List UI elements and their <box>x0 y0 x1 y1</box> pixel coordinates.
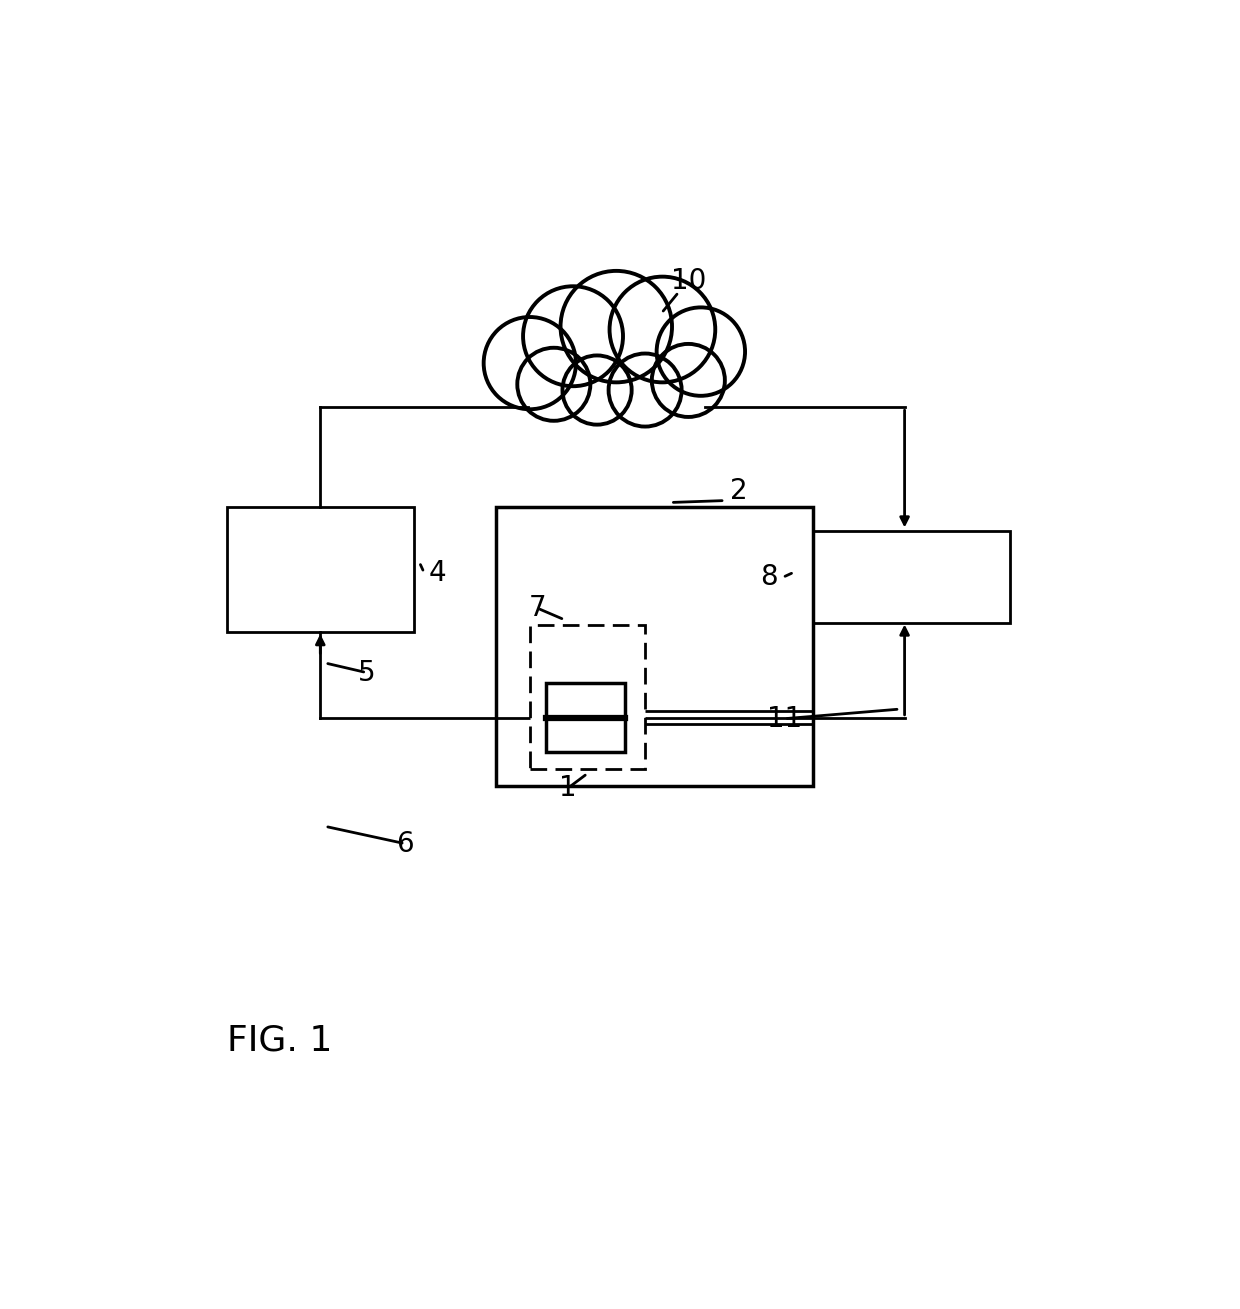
Bar <box>529 624 645 768</box>
Bar <box>546 683 625 753</box>
Polygon shape <box>534 330 703 387</box>
Circle shape <box>652 344 725 418</box>
Circle shape <box>657 308 745 395</box>
Text: 8: 8 <box>760 563 777 592</box>
Circle shape <box>563 356 631 424</box>
Circle shape <box>560 271 672 382</box>
Text: 1: 1 <box>559 774 577 802</box>
Bar <box>227 508 414 632</box>
Text: 5: 5 <box>357 658 376 687</box>
Text: 7: 7 <box>528 594 547 622</box>
Bar <box>799 531 1011 623</box>
Text: 2: 2 <box>729 476 748 505</box>
Bar <box>496 508 813 785</box>
Text: 6: 6 <box>396 830 414 857</box>
Text: FIG. 1: FIG. 1 <box>227 1024 332 1058</box>
Text: 10: 10 <box>671 267 706 296</box>
Circle shape <box>523 287 622 386</box>
Circle shape <box>610 276 715 382</box>
Circle shape <box>609 353 682 427</box>
Circle shape <box>484 317 575 410</box>
Text: 4: 4 <box>429 559 446 586</box>
Circle shape <box>517 348 590 420</box>
Text: 11: 11 <box>766 704 802 733</box>
